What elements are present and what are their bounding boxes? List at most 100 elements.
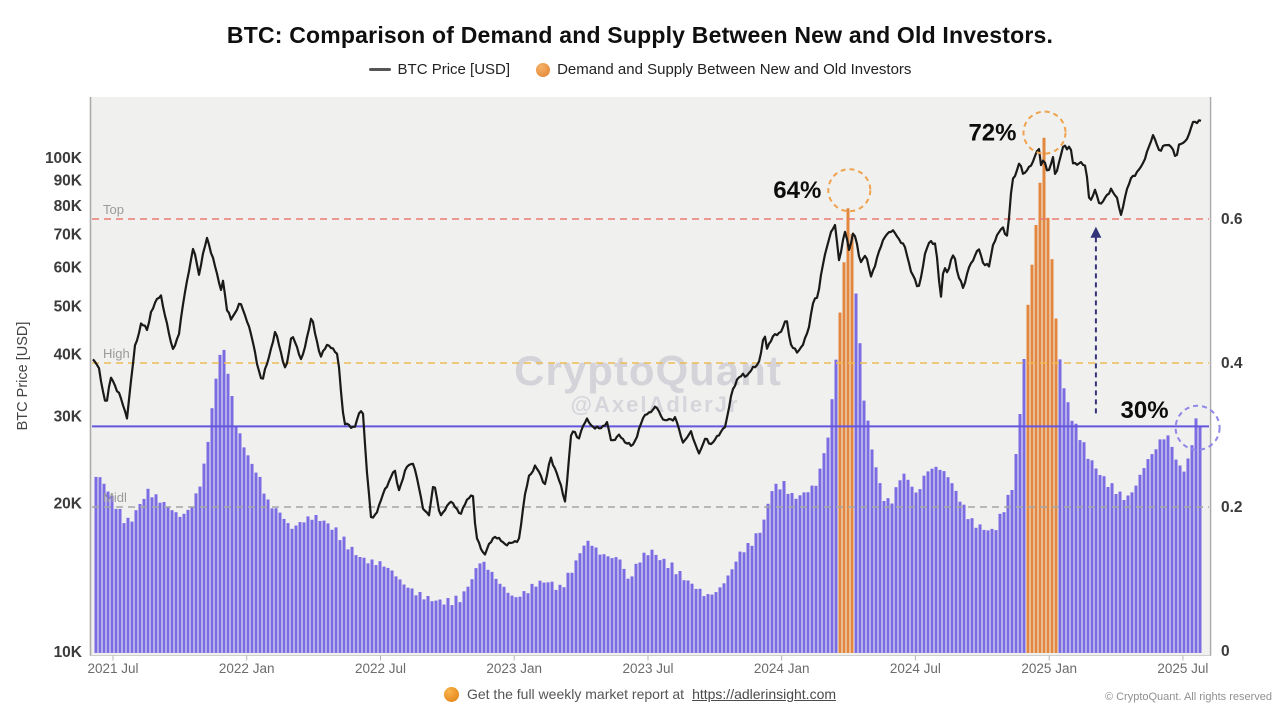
demand-bar [506, 592, 510, 653]
demand-bar [470, 579, 474, 653]
demand-bar [538, 580, 542, 653]
demand-bar [894, 487, 898, 653]
demand-bar [686, 580, 690, 653]
demand-bar [190, 506, 194, 653]
demand-bar [1182, 471, 1186, 653]
demand-bar [1166, 435, 1170, 653]
demand-bar [234, 426, 238, 653]
demand-bar [262, 493, 266, 653]
demand-bar [386, 567, 390, 653]
demand-bar [286, 523, 290, 653]
demand-bar [602, 554, 606, 653]
demand-bar [830, 399, 834, 653]
demand-bar [326, 523, 330, 653]
demand-bar [162, 502, 166, 653]
demand-bar [182, 513, 186, 653]
demand-bar [754, 533, 758, 653]
demand-bar [946, 477, 950, 653]
demand-bar [774, 483, 778, 653]
demand-bar [366, 563, 370, 653]
demand-bar [942, 471, 946, 653]
demand-bar [906, 479, 910, 653]
demand-bar-highlight [1030, 264, 1034, 653]
demand-bar [674, 574, 678, 653]
demand-bar-highlight [1026, 304, 1030, 653]
demand-bar [1178, 465, 1182, 653]
demand-bar [930, 468, 934, 653]
demand-bar [858, 343, 862, 653]
demand-bar [582, 545, 586, 653]
demand-bar [822, 453, 826, 653]
demand-bar [922, 475, 926, 653]
demand-bar [134, 510, 138, 653]
demand-bar [342, 536, 346, 653]
peak-circle-30% [1174, 404, 1221, 451]
demand-bar [338, 540, 342, 653]
demand-bar [1074, 423, 1078, 653]
demand-bar [530, 583, 534, 653]
demand-bar [278, 512, 282, 653]
demand-bar [862, 400, 866, 653]
demand-bar [614, 557, 618, 653]
x-tick-label: 2024 Jan [754, 661, 810, 676]
demand-bar [330, 529, 334, 653]
x-tick-label: 2022 Jan [219, 661, 275, 676]
demand-bar [354, 555, 358, 653]
demand-bar [454, 595, 458, 653]
demand-bar [474, 568, 478, 653]
report-link[interactable]: https://adlerinsight.com [692, 686, 837, 702]
x-tick-label: 2025 Jan [1021, 661, 1077, 676]
peak-label-72%: 72% [968, 120, 1016, 147]
demand-bar [598, 554, 602, 653]
y-left-tick-label: 90K [54, 173, 83, 190]
demand-bar [866, 420, 870, 653]
peak-label-64%: 64% [773, 177, 821, 204]
demand-bar [918, 489, 922, 653]
demand-bar [350, 546, 354, 653]
y-right-tick-label: 0.4 [1221, 355, 1243, 372]
demand-bar [590, 545, 594, 653]
demand-bar [1186, 458, 1190, 653]
demand-bar [962, 504, 966, 653]
demand-bar [158, 502, 162, 653]
demand-bar [654, 554, 658, 653]
demand-bar [142, 498, 146, 653]
demand-bar [1162, 439, 1166, 653]
demand-bar [438, 599, 442, 653]
demand-bar [486, 569, 490, 653]
demand-bar [382, 566, 386, 653]
demand-bar [1118, 491, 1122, 653]
demand-bar [498, 583, 502, 653]
demand-bar [878, 483, 882, 653]
demand-bar [130, 521, 134, 653]
demand-bar [766, 503, 770, 653]
price-line-icon [368, 68, 391, 71]
watermark-handle: @AxelAdlerJr [571, 392, 740, 417]
legend-label-btc-price: BTC Price [USD] [397, 61, 511, 78]
y-left-tick-label: 70K [54, 227, 83, 244]
y-left-tick-label: 40K [54, 347, 83, 364]
demand-bar [346, 549, 350, 653]
demand-bar [806, 492, 810, 653]
y-left-tick-label: 60K [54, 260, 83, 277]
demand-bar [522, 591, 526, 653]
demand-bar [714, 592, 718, 653]
demand-bar [414, 595, 418, 653]
demand-bar [362, 557, 366, 653]
demand-bar [870, 449, 874, 653]
page-title: BTC: Comparison of Demand and Supply Bet… [226, 22, 1054, 48]
demand-bar [926, 471, 930, 653]
trend-arrow-head [1090, 226, 1102, 238]
demand-bar [518, 596, 522, 653]
demand-bar [874, 467, 878, 653]
demand-bar [562, 587, 566, 653]
demand-bar [966, 519, 970, 653]
demand-bar [370, 559, 374, 653]
demand-bar [114, 508, 118, 653]
demand-bar [478, 563, 482, 653]
demand-bar [1174, 459, 1178, 653]
demand-bar [574, 560, 578, 653]
demand-bar-highlight [850, 233, 854, 653]
demand-bar [250, 463, 254, 653]
demand-bar [222, 349, 226, 653]
